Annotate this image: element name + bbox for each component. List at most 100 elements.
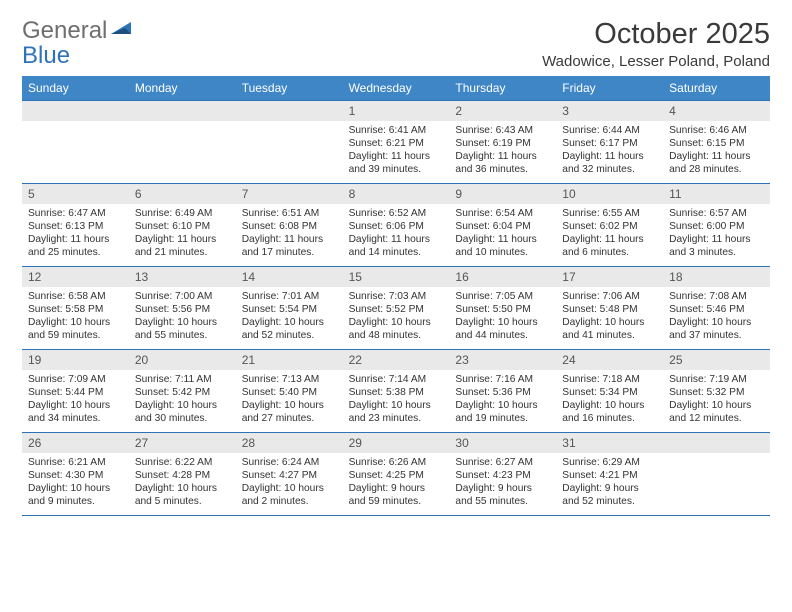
calendar-cell	[663, 433, 770, 515]
cell-body: Sunrise: 7:14 AMSunset: 5:38 PMDaylight:…	[343, 370, 450, 429]
logo-triangle-icon	[111, 18, 133, 43]
day-header: Wednesday	[343, 76, 450, 100]
sunset-text: Sunset: 4:21 PM	[562, 469, 657, 482]
sunrise-text: Sunrise: 7:16 AM	[455, 373, 550, 386]
calendar-cell: 5Sunrise: 6:47 AMSunset: 6:13 PMDaylight…	[22, 184, 129, 266]
calendar-cell: 21Sunrise: 7:13 AMSunset: 5:40 PMDayligh…	[236, 350, 343, 432]
daylight-text: Daylight: 11 hours and 25 minutes.	[28, 233, 123, 259]
sunset-text: Sunset: 6:02 PM	[562, 220, 657, 233]
daylight-text: Daylight: 11 hours and 10 minutes.	[455, 233, 550, 259]
day-number	[129, 101, 236, 121]
day-number: 14	[236, 267, 343, 287]
cell-body: Sunrise: 7:05 AMSunset: 5:50 PMDaylight:…	[449, 287, 556, 346]
sunrise-text: Sunrise: 7:05 AM	[455, 290, 550, 303]
calendar-cell: 15Sunrise: 7:03 AMSunset: 5:52 PMDayligh…	[343, 267, 450, 349]
sunset-text: Sunset: 5:44 PM	[28, 386, 123, 399]
sunrise-text: Sunrise: 6:46 AM	[669, 124, 764, 137]
sunset-text: Sunset: 6:13 PM	[28, 220, 123, 233]
cell-body: Sunrise: 6:52 AMSunset: 6:06 PMDaylight:…	[343, 204, 450, 263]
daylight-text: Daylight: 10 hours and 55 minutes.	[135, 316, 230, 342]
sunrise-text: Sunrise: 7:11 AM	[135, 373, 230, 386]
day-number: 30	[449, 433, 556, 453]
day-number: 3	[556, 101, 663, 121]
day-header: Saturday	[663, 76, 770, 100]
sunrise-text: Sunrise: 6:47 AM	[28, 207, 123, 220]
calendar-cell: 2Sunrise: 6:43 AMSunset: 6:19 PMDaylight…	[449, 101, 556, 183]
logo-word1: General	[22, 17, 107, 44]
day-number: 21	[236, 350, 343, 370]
sunrise-text: Sunrise: 7:03 AM	[349, 290, 444, 303]
day-number: 16	[449, 267, 556, 287]
month-title: October 2025	[542, 18, 770, 51]
sunset-text: Sunset: 5:50 PM	[455, 303, 550, 316]
cell-body: Sunrise: 7:16 AMSunset: 5:36 PMDaylight:…	[449, 370, 556, 429]
day-number	[236, 101, 343, 121]
logo-word2: Blue	[22, 42, 70, 69]
sunset-text: Sunset: 5:34 PM	[562, 386, 657, 399]
cell-body: Sunrise: 6:54 AMSunset: 6:04 PMDaylight:…	[449, 204, 556, 263]
sunrise-text: Sunrise: 6:29 AM	[562, 456, 657, 469]
sunrise-text: Sunrise: 6:52 AM	[349, 207, 444, 220]
daylight-text: Daylight: 10 hours and 41 minutes.	[562, 316, 657, 342]
day-number: 7	[236, 184, 343, 204]
day-number: 27	[129, 433, 236, 453]
location: Wadowice, Lesser Poland, Poland	[542, 53, 770, 70]
daylight-text: Daylight: 10 hours and 37 minutes.	[669, 316, 764, 342]
sunset-text: Sunset: 5:58 PM	[28, 303, 123, 316]
cell-body: Sunrise: 6:57 AMSunset: 6:00 PMDaylight:…	[663, 204, 770, 263]
calendar-cell: 7Sunrise: 6:51 AMSunset: 6:08 PMDaylight…	[236, 184, 343, 266]
calendar-cell: 26Sunrise: 6:21 AMSunset: 4:30 PMDayligh…	[22, 433, 129, 515]
cell-body: Sunrise: 7:13 AMSunset: 5:40 PMDaylight:…	[236, 370, 343, 429]
calendar-cell: 3Sunrise: 6:44 AMSunset: 6:17 PMDaylight…	[556, 101, 663, 183]
sunrise-text: Sunrise: 6:24 AM	[242, 456, 337, 469]
week-row: 19Sunrise: 7:09 AMSunset: 5:44 PMDayligh…	[22, 350, 770, 433]
calendar-cell: 1Sunrise: 6:41 AMSunset: 6:21 PMDaylight…	[343, 101, 450, 183]
day-number: 18	[663, 267, 770, 287]
daylight-text: Daylight: 10 hours and 16 minutes.	[562, 399, 657, 425]
calendar-cell: 13Sunrise: 7:00 AMSunset: 5:56 PMDayligh…	[129, 267, 236, 349]
cell-body: Sunrise: 6:58 AMSunset: 5:58 PMDaylight:…	[22, 287, 129, 346]
daylight-text: Daylight: 10 hours and 27 minutes.	[242, 399, 337, 425]
day-number: 6	[129, 184, 236, 204]
calendar-cell	[236, 101, 343, 183]
daylight-text: Daylight: 10 hours and 52 minutes.	[242, 316, 337, 342]
day-number: 12	[22, 267, 129, 287]
day-number: 13	[129, 267, 236, 287]
daylight-text: Daylight: 10 hours and 34 minutes.	[28, 399, 123, 425]
cell-body: Sunrise: 7:18 AMSunset: 5:34 PMDaylight:…	[556, 370, 663, 429]
daylight-text: Daylight: 11 hours and 32 minutes.	[562, 150, 657, 176]
daylight-text: Daylight: 11 hours and 39 minutes.	[349, 150, 444, 176]
week-row: 12Sunrise: 6:58 AMSunset: 5:58 PMDayligh…	[22, 267, 770, 350]
sunrise-text: Sunrise: 7:06 AM	[562, 290, 657, 303]
calendar-cell: 29Sunrise: 6:26 AMSunset: 4:25 PMDayligh…	[343, 433, 450, 515]
day-header: Monday	[129, 76, 236, 100]
calendar-cell: 16Sunrise: 7:05 AMSunset: 5:50 PMDayligh…	[449, 267, 556, 349]
sunset-text: Sunset: 6:17 PM	[562, 137, 657, 150]
sunrise-text: Sunrise: 7:19 AM	[669, 373, 764, 386]
cell-body: Sunrise: 7:03 AMSunset: 5:52 PMDaylight:…	[343, 287, 450, 346]
sunrise-text: Sunrise: 7:08 AM	[669, 290, 764, 303]
day-number: 17	[556, 267, 663, 287]
calendar-cell	[22, 101, 129, 183]
daylight-text: Daylight: 10 hours and 12 minutes.	[669, 399, 764, 425]
cell-body: Sunrise: 6:24 AMSunset: 4:27 PMDaylight:…	[236, 453, 343, 512]
daylight-text: Daylight: 10 hours and 9 minutes.	[28, 482, 123, 508]
cell-body: Sunrise: 7:06 AMSunset: 5:48 PMDaylight:…	[556, 287, 663, 346]
day-number: 28	[236, 433, 343, 453]
day-number: 29	[343, 433, 450, 453]
day-header: Tuesday	[236, 76, 343, 100]
calendar-cell: 24Sunrise: 7:18 AMSunset: 5:34 PMDayligh…	[556, 350, 663, 432]
day-number: 26	[22, 433, 129, 453]
daylight-text: Daylight: 10 hours and 2 minutes.	[242, 482, 337, 508]
cell-body: Sunrise: 6:22 AMSunset: 4:28 PMDaylight:…	[129, 453, 236, 512]
cell-body: Sunrise: 6:41 AMSunset: 6:21 PMDaylight:…	[343, 121, 450, 180]
sunset-text: Sunset: 5:48 PM	[562, 303, 657, 316]
sunrise-text: Sunrise: 7:13 AM	[242, 373, 337, 386]
daylight-text: Daylight: 10 hours and 19 minutes.	[455, 399, 550, 425]
sunrise-text: Sunrise: 6:41 AM	[349, 124, 444, 137]
calendar-cell	[129, 101, 236, 183]
week-row: 1Sunrise: 6:41 AMSunset: 6:21 PMDaylight…	[22, 100, 770, 184]
cell-body: Sunrise: 6:27 AMSunset: 4:23 PMDaylight:…	[449, 453, 556, 512]
sunrise-text: Sunrise: 6:58 AM	[28, 290, 123, 303]
cell-body: Sunrise: 7:11 AMSunset: 5:42 PMDaylight:…	[129, 370, 236, 429]
